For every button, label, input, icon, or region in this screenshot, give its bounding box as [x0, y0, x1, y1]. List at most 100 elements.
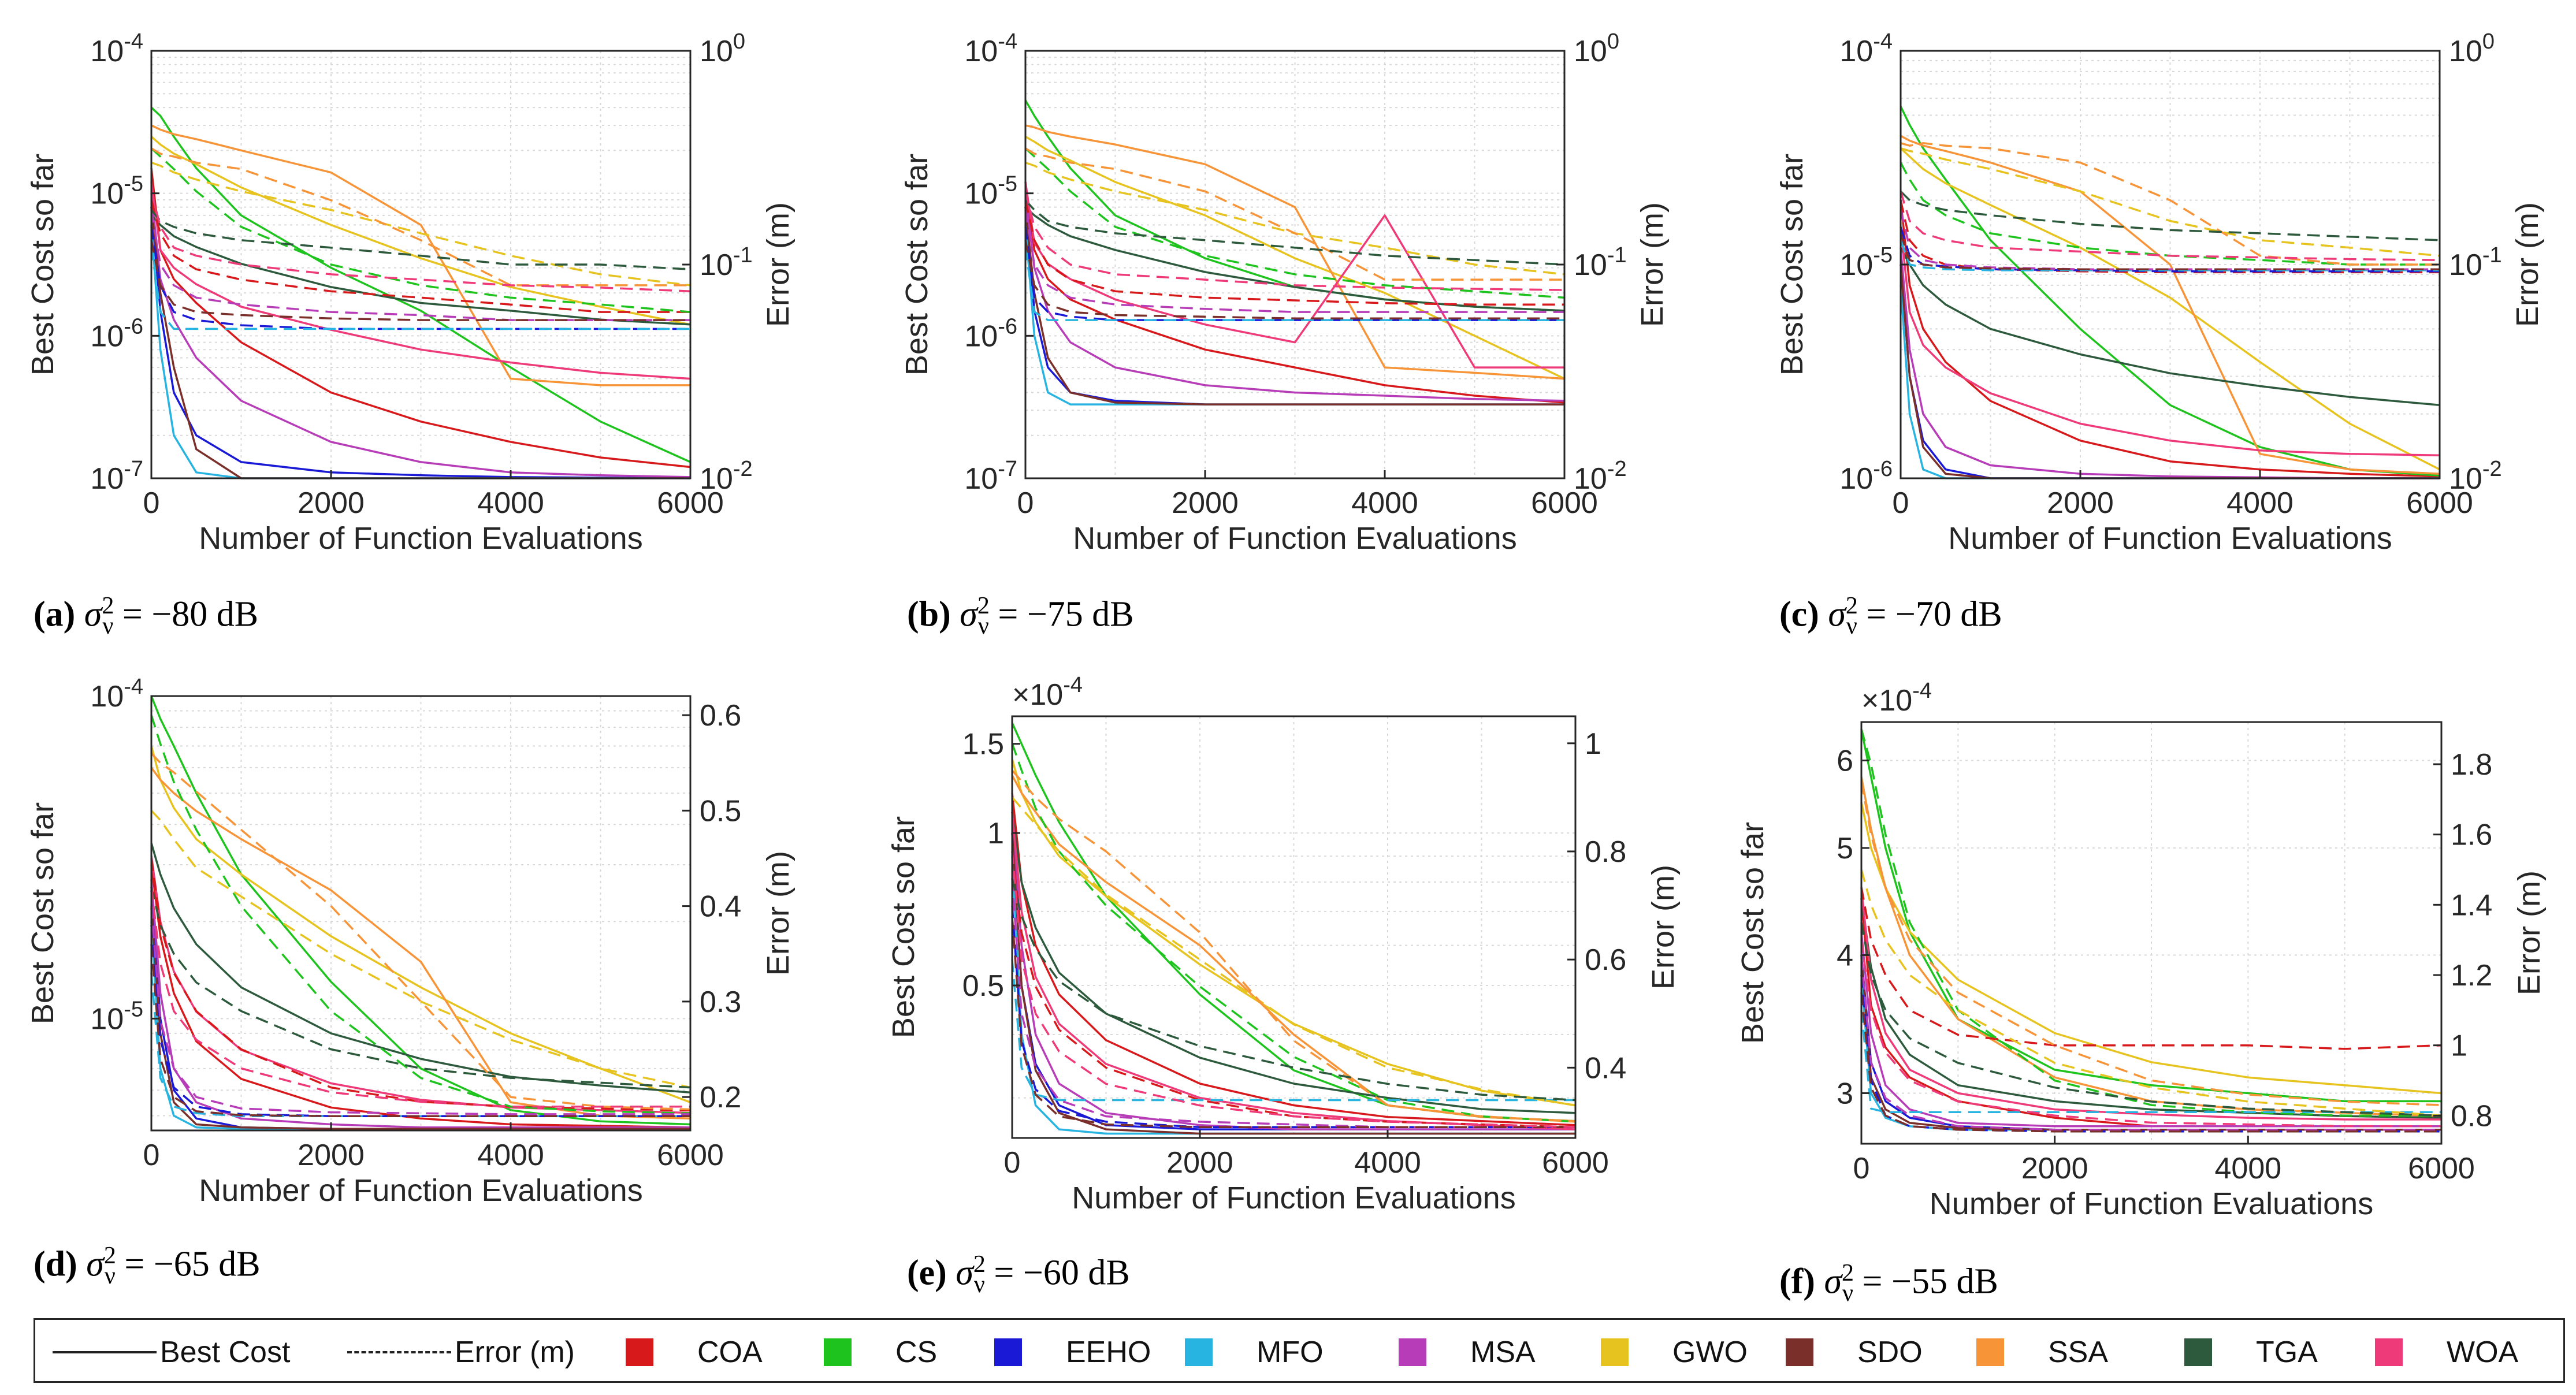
- tick-label: 1.6: [2451, 819, 2492, 852]
- legend-swatch: [1976, 1338, 2004, 1366]
- tick-label: 10-2: [1574, 457, 1627, 496]
- chart-e: 0 2000 4000 6000 0.5 1 1.5×10-4 0.4 0.6 0.8 1 Numbe…: [886, 673, 1681, 1215]
- series-msa-error: [150, 906, 690, 1115]
- series-coa-best-cost: [1900, 200, 2440, 478]
- series-msa-best-cost: [150, 879, 690, 1129]
- tick-label: 100: [1574, 29, 1619, 68]
- legend-ssa: SSA: [1976, 1320, 2108, 1385]
- series-sdo-error: [150, 944, 690, 1117]
- tick-label: 10-2: [2449, 457, 2502, 496]
- tick-label: 0: [143, 486, 160, 520]
- series-coa-error: [1860, 887, 2442, 1050]
- tick-label: 1.2: [2451, 959, 2492, 992]
- series-sdo-error: [1011, 916, 1575, 1129]
- legend-label: COA: [697, 1336, 763, 1369]
- series-cs-best-cost: [150, 106, 691, 463]
- chart-b: 0 2000 4000 6000 10-7 10-6 10-5 10-4 10-2 10-1 100…: [899, 29, 1670, 556]
- tick-label: 10-5: [1839, 243, 1893, 282]
- legend-label: MFO: [1257, 1336, 1324, 1369]
- tick-label: 5: [1837, 832, 1853, 865]
- series-coa-error: [1900, 200, 2440, 274]
- tick-label: 2000: [298, 486, 365, 520]
- tick-label: 10-5: [90, 997, 143, 1036]
- tick-label: 10-4: [1839, 29, 1893, 68]
- series-woa-error: [150, 887, 690, 1108]
- caption-f: (f) σ2ν = −55 dB: [1779, 1260, 1998, 1307]
- tick-label: 6: [1837, 745, 1853, 778]
- tick-label: 6000: [657, 486, 724, 520]
- series-msa-error: [1860, 957, 2441, 1131]
- legend-swatch: [994, 1338, 1022, 1366]
- series-gwo-error: [1025, 161, 1565, 276]
- series-cs-error: [1024, 147, 1565, 299]
- series-woa-best-cost: [1024, 181, 1564, 369]
- series-woa-error: [1900, 191, 2440, 261]
- tick-label: 10-4: [90, 675, 143, 713]
- tick-label: 4000: [477, 1139, 544, 1172]
- tick-label: 100: [2449, 29, 2495, 68]
- tick-label: 0: [1893, 486, 1909, 520]
- figure: 0 2000 4000 600010-710-610-510-410-210-1100…: [25, 29, 2547, 1221]
- y-axis-label: Best Cost so far: [25, 802, 60, 1024]
- tick-label: 0.8: [2451, 1099, 2492, 1133]
- tick-label: 0.4: [700, 890, 741, 924]
- tick-label: 2000: [298, 1139, 365, 1172]
- tick-label: 4000: [1354, 1146, 1421, 1180]
- series-woa-best-cost: [1900, 226, 2440, 457]
- tick-label: 6000: [1542, 1146, 1609, 1180]
- legend: Best Cost Error (m) COA CS EEHO MFO MSA GWO SD…: [34, 1318, 2565, 1383]
- tick-label: 0.5: [962, 969, 1004, 1003]
- y-axis-label: Best Cost so far: [899, 154, 934, 375]
- series-mfo-error: [1024, 247, 1564, 321]
- legend-swatch: [1601, 1338, 1629, 1366]
- series-sdo-best-cost: [150, 908, 690, 1130]
- tick-label: 2000: [1166, 1146, 1233, 1180]
- series-msa-error: [150, 210, 690, 321]
- legend-best-cost: Best Cost: [53, 1320, 290, 1385]
- tick-label: 0.6: [1585, 943, 1626, 977]
- y2-axis-label: Error (m): [761, 202, 796, 327]
- tick-label: 10-6: [1839, 457, 1893, 496]
- series-gwo-best-cost: [1011, 758, 1576, 1107]
- tick-label: 4000: [2214, 1152, 2281, 1185]
- chart-c: 0 2000 4000 6000 10-6 10-5 10-4 10-2 10-1 100 Numb…: [1775, 29, 2545, 556]
- tick-label: 0: [1004, 1146, 1021, 1180]
- tick-label: 10-7: [90, 457, 143, 496]
- caption-d: (d) σ2ν = −65 dB: [34, 1243, 261, 1290]
- y-axis-label: Best Cost so far: [1735, 822, 1770, 1044]
- tick-label: 0.2: [700, 1081, 741, 1114]
- series-ssa-error: [1011, 769, 1576, 1123]
- legend-label: GWO: [1672, 1336, 1748, 1369]
- series-tga-best-cost: [1900, 247, 2440, 407]
- series-sdo-best-cost: [1024, 207, 1564, 406]
- series-woa-best-cost: [1860, 888, 2441, 1121]
- series-cs-error: [150, 147, 691, 313]
- series-sdo-error: [1860, 992, 2441, 1133]
- series-gwo-best-cost: [1900, 147, 2440, 471]
- tick-label: 0: [1853, 1152, 1870, 1185]
- series-ssa-best-cost: [1025, 124, 1565, 380]
- series-sdo-error: [1024, 240, 1564, 319]
- series-gwo-error: [1011, 797, 1576, 1107]
- series-tga-error: [1900, 191, 2440, 241]
- legend-label: SDO: [1857, 1336, 1923, 1369]
- y2-axis-label: Error (m): [2512, 871, 2547, 995]
- tick-label: 10-1: [2449, 243, 2502, 282]
- tick-label: 6000: [2408, 1152, 2475, 1185]
- caption-c: (c) σ2ν = −70 dB: [1779, 593, 2002, 640]
- tick-label: 4000: [2226, 486, 2294, 520]
- tick-label: 100: [700, 29, 745, 68]
- chart-a: 0 2000 4000 6000 10-7 10-6 10-5 10-4 10-2 10-1 100…: [25, 29, 796, 556]
- tick-label: 0.3: [700, 985, 741, 1019]
- legend-mfo: MFO: [1185, 1320, 1324, 1385]
- tick-label: 4000: [477, 486, 544, 520]
- series-msa-best-cost: [1860, 931, 2441, 1128]
- tick-label: 10-2: [700, 457, 753, 496]
- tick-label: 0.8: [1585, 835, 1626, 869]
- series-eeho-error: [150, 226, 690, 330]
- tick-label: 1.4: [2451, 888, 2492, 922]
- tick-label: 10-1: [700, 243, 753, 282]
- y2-axis-label: Error (m): [1646, 865, 1681, 989]
- series-coa-best-cost: [1011, 793, 1576, 1126]
- tick-label: 0.5: [700, 794, 741, 828]
